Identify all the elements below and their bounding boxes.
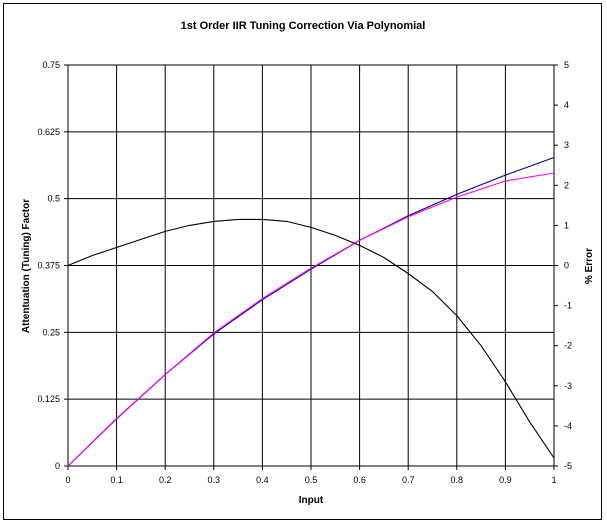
- x-tick-label: 0.4: [256, 475, 269, 485]
- x-axis-label: Input: [299, 495, 324, 506]
- series-line-error: [67, 218, 555, 459]
- y2-tick-label: 0: [564, 261, 569, 271]
- x-tick-label: 1: [551, 475, 556, 485]
- x-tick-label: 0.9: [499, 475, 512, 485]
- series-line-magenta: [67, 172, 555, 467]
- y2-tick-label: -5: [564, 461, 572, 471]
- y-tick-label: 0.125: [37, 394, 60, 404]
- y2-tick-label: 5: [564, 60, 569, 70]
- y2-tick-label: -1: [564, 301, 572, 311]
- x-tick-label: 0.7: [402, 475, 415, 485]
- y2-tick-label: -2: [564, 341, 572, 351]
- y-tick-labels: 0 0.125 0.25 0.375 0.5 0.625 0.75: [37, 60, 60, 471]
- y2-tick-label: 3: [564, 140, 569, 150]
- y2-tick-label: 4: [564, 100, 569, 110]
- y2-tick-label: 2: [564, 180, 569, 190]
- y-tick-label: 0: [55, 461, 60, 471]
- y2-tick-labels: -5 -4 -3 -2 -1 0 1 2 3 4 5: [564, 60, 572, 471]
- y2-tick-label: -3: [564, 381, 572, 391]
- chart-frame: [3, 3, 602, 520]
- chart-title: 1st Order IIR Tuning Correction Via Poly…: [181, 20, 426, 32]
- x-tick-label: 0.5: [305, 475, 318, 485]
- x-tick-label: 0.6: [353, 475, 366, 485]
- y-tick-label: 0.25: [42, 327, 60, 337]
- y-tick-label: 0.5: [47, 194, 60, 204]
- x-tick-label: 0.8: [451, 475, 464, 485]
- x-tick-label: 0.2: [159, 475, 172, 485]
- x-tick-label: 0.1: [110, 475, 123, 485]
- y-tick-label: 0.625: [37, 127, 60, 137]
- y-tick-label: 0.75: [42, 60, 60, 70]
- y-axis-label: Attentuation (Tuning) Factor: [21, 199, 32, 333]
- y2-tick-label: -4: [564, 421, 572, 431]
- y2-axis-label: % Error: [584, 248, 595, 284]
- series-layer: [67, 156, 555, 467]
- x-tick-label: 0.3: [208, 475, 221, 485]
- x-tick-label: 0: [65, 475, 70, 485]
- grid: [64, 64, 558, 470]
- x-tick-labels: 0 0.1 0.2 0.3 0.4 0.5 0.6 0.7 0.8 0.9 1: [65, 475, 556, 485]
- y2-tick-label: 1: [564, 220, 569, 230]
- y-tick-label: 0.375: [37, 261, 60, 271]
